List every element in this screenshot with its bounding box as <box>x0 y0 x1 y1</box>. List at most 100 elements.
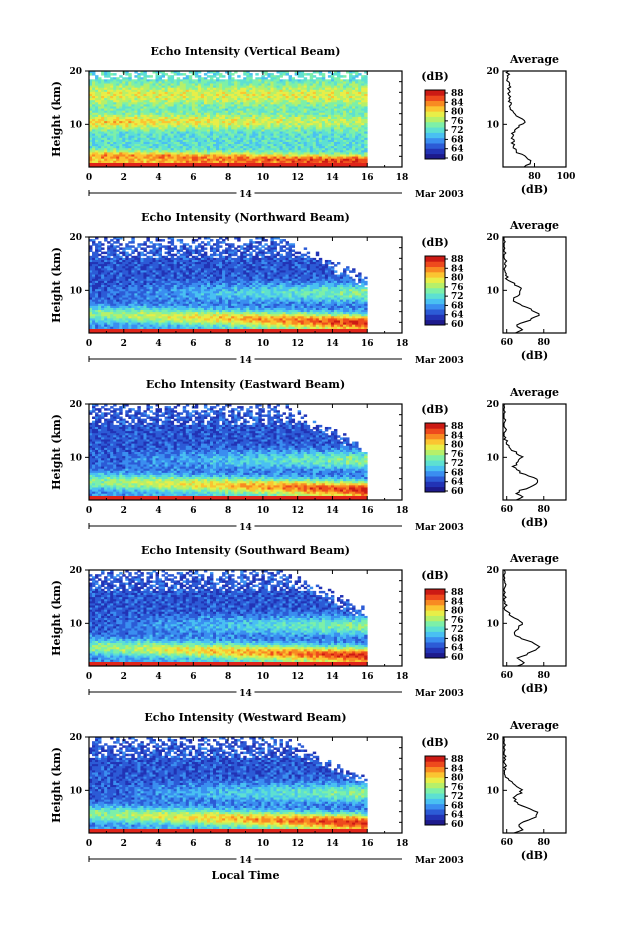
average-profile-line <box>505 70 532 168</box>
y-tick-label: 20 <box>69 233 82 243</box>
colorbar-swatch <box>425 652 445 659</box>
average-y-tick-label: 10 <box>486 286 499 296</box>
colorbar-unit: (dB) <box>421 736 448 749</box>
panel-title: Echo Intensity (Southward Beam) <box>141 544 350 557</box>
x-tick-label: 8 <box>225 506 231 516</box>
colorbar-tick-label: 68 <box>451 135 464 145</box>
x-tick-label: 2 <box>121 839 127 849</box>
average-title: Average <box>509 386 559 399</box>
colorbar-swatch <box>425 423 445 429</box>
average-title: Average <box>509 552 559 565</box>
colorbar-frame <box>424 255 446 326</box>
colorbar-tick-label: 72 <box>451 292 464 302</box>
x-tick-label: 14 <box>326 173 339 183</box>
average-profile-line <box>503 569 541 667</box>
colorbar-tick-label: 64 <box>451 145 464 155</box>
x-tick-label: 10 <box>257 839 270 849</box>
colorbar-tick-label: 64 <box>451 644 464 654</box>
colorbar-tick-label: 60 <box>451 154 464 164</box>
month-year: Mar 2003 <box>415 356 464 366</box>
x-tick-label: 12 <box>291 672 304 682</box>
colorbar-tick-label: 68 <box>451 634 464 644</box>
heatmap-cells <box>89 737 368 834</box>
colorbar-swatch <box>425 814 445 821</box>
x-tick-label: 10 <box>257 672 270 682</box>
x-tick-label: 12 <box>291 839 304 849</box>
x-tick-label: 10 <box>257 506 270 516</box>
colorbar-unit: (dB) <box>421 70 448 83</box>
y-tick-label: 20 <box>69 733 82 743</box>
colorbar-frame <box>424 422 446 493</box>
colorbar-swatch <box>425 261 445 268</box>
y-axis-label: Height (km) <box>50 247 63 323</box>
colorbar-swatch <box>425 620 445 627</box>
colorbar-swatch <box>425 465 445 472</box>
x-tick-label: 16 <box>361 339 374 349</box>
panel-3: Echo Intensity (Southward Beam)2010Heigh… <box>50 544 567 699</box>
panel-title: Echo Intensity (Westward Beam) <box>144 711 346 724</box>
month-year: Mar 2003 <box>415 190 464 200</box>
colorbar-tick-label: 88 <box>451 255 464 265</box>
average-frame <box>502 236 567 334</box>
panel-0: Echo Intensity (Vertical Beam)2010Height… <box>50 45 575 200</box>
colorbar-swatch <box>425 647 445 654</box>
month-year: Mar 2003 <box>415 856 464 866</box>
x-tick-label: 4 <box>155 672 161 682</box>
colorbar-tick-label: 64 <box>451 478 464 488</box>
average-y-tick-label: 20 <box>486 733 499 743</box>
colorbar-tick-label: 76 <box>451 450 464 460</box>
average-frame <box>502 569 567 667</box>
colorbar-tick-label: 60 <box>451 320 464 330</box>
colorbar-swatch <box>425 111 445 117</box>
colorbar-swatch <box>425 277 445 283</box>
average-frame <box>502 736 567 834</box>
y-tick-label: 10 <box>69 619 82 629</box>
x-tick-label: 12 <box>291 339 304 349</box>
colorbar-swatch <box>425 486 445 493</box>
colorbar-swatch <box>425 266 445 273</box>
colorbar-tick-label: 80 <box>451 108 464 118</box>
colorbar-tick-label: 84 <box>451 597 464 607</box>
average-y-tick-label: 20 <box>486 400 499 410</box>
colorbar-swatch <box>425 100 445 107</box>
colorbar-swatch <box>425 787 445 794</box>
x-tick-label: 16 <box>361 672 374 682</box>
x-tick-label: 8 <box>225 839 231 849</box>
x-tick-label: 18 <box>396 506 409 516</box>
colorbar-swatch <box>425 809 445 815</box>
heatmap-cells <box>89 570 368 667</box>
colorbar-swatch <box>425 105 445 112</box>
average-profile: Average 20 10 60 80(dB) <box>486 552 567 695</box>
colorbar-swatch <box>425 433 445 440</box>
colorbar-tick-label: 84 <box>451 98 464 108</box>
colorbar-swatch <box>425 449 445 456</box>
x-tick-label: 0 <box>86 506 92 516</box>
colorbar-tick-label: 72 <box>451 792 464 802</box>
colorbar-swatch <box>425 642 445 648</box>
x-tick-label: 14 <box>326 839 339 849</box>
colorbar-swatch <box>425 153 445 160</box>
colorbar-swatch <box>425 309 445 315</box>
colorbar-tick-label: 80 <box>451 607 464 617</box>
colorbar-tick-label: 84 <box>451 764 464 774</box>
x-tick-label: 6 <box>190 506 196 516</box>
colorbar-tick-label: 80 <box>451 274 464 284</box>
colorbar-swatch <box>425 777 445 783</box>
x-tick-label: 6 <box>190 339 196 349</box>
average-x-tick-label: 60 <box>500 838 513 848</box>
x-tick-label: 2 <box>121 339 127 349</box>
average-x-tick-label: 60 <box>500 338 513 348</box>
colorbar-swatch <box>425 771 445 778</box>
y-axis-label: Height (km) <box>50 747 63 823</box>
date-marker-bg <box>236 686 255 697</box>
colorbar-swatch <box>425 766 445 773</box>
y-tick-label: 10 <box>69 286 82 296</box>
x-tick-label: 0 <box>86 173 92 183</box>
colorbar-unit: (dB) <box>421 403 448 416</box>
average-x-tick-label: 80 <box>528 172 541 182</box>
panel-2: Echo Intensity (Eastward Beam)2010Height… <box>50 378 567 533</box>
x-tick-label: 2 <box>121 506 127 516</box>
colorbar-tick-label: 72 <box>451 459 464 469</box>
